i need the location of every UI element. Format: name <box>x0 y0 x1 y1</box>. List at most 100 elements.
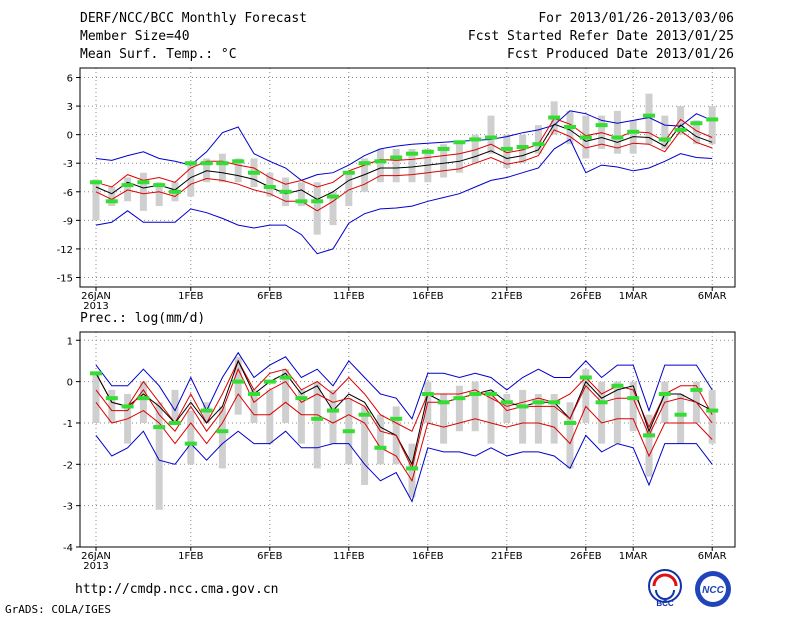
series-min-line <box>95 430 713 503</box>
spread-bar <box>218 406 226 469</box>
median-marker <box>184 441 197 446</box>
median-marker <box>706 117 719 122</box>
x-tick-label: 26FEB <box>570 551 602 562</box>
spread-bar <box>455 144 463 173</box>
x-tick-label: 6FEB <box>257 291 282 302</box>
median-marker <box>153 425 166 430</box>
median-marker <box>200 408 213 413</box>
median-marker <box>500 400 513 405</box>
grads-credit: GrADS: COLA/IGES <box>5 603 111 616</box>
series-mean-line <box>95 359 713 466</box>
spread-bar <box>361 406 369 485</box>
median-marker <box>295 199 308 204</box>
precip-label: Prec.: log(mm/d) <box>80 311 206 326</box>
median-marker <box>690 387 703 392</box>
median-marker <box>390 416 403 421</box>
median-marker <box>295 396 308 401</box>
plot-frame <box>79 67 736 288</box>
median-marker <box>311 199 324 204</box>
median-marker <box>216 161 229 166</box>
variable-label: Mean Surf. Temp.: °C <box>80 47 237 62</box>
x-tick-label: 26JAN <box>81 291 111 302</box>
y-tick-label: -9 <box>63 216 73 227</box>
median-marker <box>500 146 513 151</box>
median-marker <box>406 466 418 471</box>
median-marker <box>674 412 687 417</box>
median-marker <box>216 429 229 434</box>
median-marker <box>658 137 671 142</box>
spread-bar <box>376 414 384 465</box>
median-marker <box>153 183 166 188</box>
series-max-line <box>95 351 713 420</box>
series-extra-line <box>95 367 713 470</box>
x-tick-label: 26JAN <box>81 551 111 562</box>
median-marker <box>342 429 355 434</box>
median-marker <box>658 392 671 397</box>
forecast-period: For 2013/01/26-2013/03/06 <box>538 11 734 26</box>
y-tick-label: -15 <box>57 273 73 284</box>
spread-bar <box>677 106 685 135</box>
spread-bar <box>708 389 716 444</box>
median-marker <box>184 161 197 166</box>
median-marker <box>437 146 450 151</box>
spread-bar <box>677 394 685 444</box>
x-tick-label: 1MAR <box>619 291 648 302</box>
y-tick-label: -4 <box>63 543 73 554</box>
spread-bar <box>487 115 495 154</box>
median-marker <box>706 408 719 413</box>
spread-bar <box>645 414 653 477</box>
y-tick-label: -3 <box>63 502 73 513</box>
median-marker <box>516 404 529 409</box>
source-url[interactable]: http://cmdp.ncc.cma.gov.cn <box>75 582 279 597</box>
median-marker <box>516 145 529 150</box>
spread-bar <box>534 394 542 444</box>
median-marker <box>169 420 181 425</box>
median-marker <box>579 375 592 380</box>
series-min-line <box>95 138 713 255</box>
x-tick-label: 11FEB <box>333 551 365 562</box>
median-marker <box>421 392 434 397</box>
spread-bar <box>250 389 258 423</box>
median-marker <box>453 140 466 145</box>
spread-bar <box>187 410 195 465</box>
x-tick-label: 21FEB <box>491 551 523 562</box>
median-marker <box>263 379 276 384</box>
ncc-logo: NCC <box>695 571 731 607</box>
median-marker <box>548 400 561 405</box>
spread-bar <box>203 402 211 423</box>
median-marker <box>627 129 640 134</box>
median-marker <box>279 375 292 380</box>
median-marker <box>374 159 387 164</box>
median-marker <box>279 189 292 194</box>
median-marker <box>485 392 497 397</box>
spread-bar <box>139 381 147 423</box>
spread-bar <box>534 125 542 154</box>
bcc-logo: BCC <box>648 569 682 608</box>
x-tick-sublabel: 2013 <box>83 561 108 572</box>
median-marker <box>248 392 260 397</box>
chart-title: DERF/NCC/BCC Monthly Forecast <box>80 11 307 26</box>
forecast-produced: Fcst Produced Date 2013/01/26 <box>507 47 734 62</box>
median-marker <box>627 396 640 401</box>
spread-bar <box>408 443 416 498</box>
series-lower-line <box>95 393 713 483</box>
series-upper-line <box>95 359 713 432</box>
spread-bar <box>582 369 590 423</box>
spread-bar <box>108 187 116 207</box>
spread-bar <box>297 389 305 444</box>
spread-bar <box>297 182 305 207</box>
spread-bar <box>503 134 511 168</box>
spread-bar <box>550 394 558 444</box>
median-marker <box>311 416 324 421</box>
x-tick-label: 6MAR <box>698 551 727 562</box>
median-marker <box>137 180 150 185</box>
spread-bar <box>329 191 337 226</box>
median-marker <box>579 135 592 140</box>
y-tick-label: 6 <box>67 74 73 85</box>
spread-bar <box>487 389 495 444</box>
median-marker <box>232 159 245 164</box>
median-marker <box>105 199 118 204</box>
median-marker <box>611 135 624 140</box>
